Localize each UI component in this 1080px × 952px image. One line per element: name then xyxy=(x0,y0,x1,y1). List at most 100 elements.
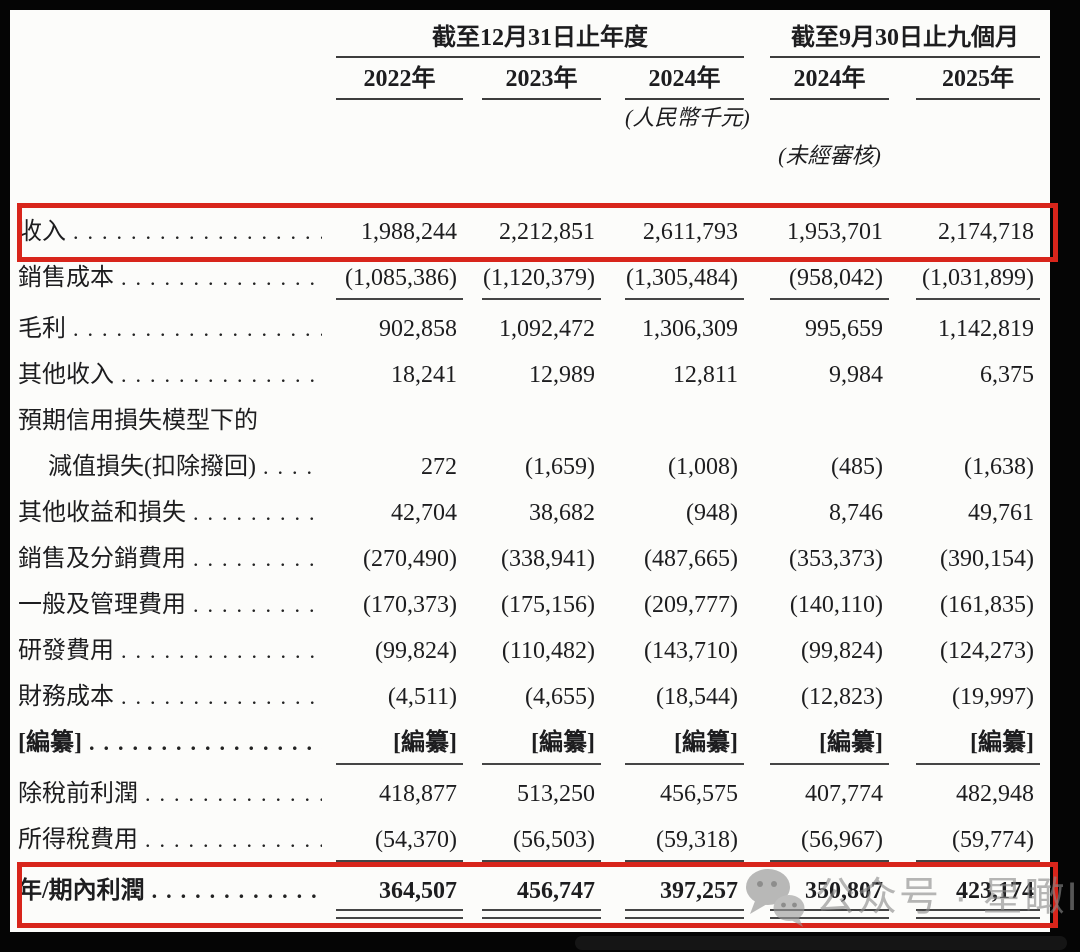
table-row: 其他收益和損失 42,704 38,682 (948) 8,746 49,761 xyxy=(18,490,1050,536)
dot-leader xyxy=(66,306,322,352)
value-cell-2022: 418,877 xyxy=(379,781,457,807)
row-label: 所得稅費用 xyxy=(18,827,138,853)
value-cell-2024: 397,257 xyxy=(601,868,744,919)
dot-leader xyxy=(186,490,322,536)
value-cell-9m-2025: (161,835) xyxy=(940,592,1034,618)
value-cell-2024: (209,777) xyxy=(644,592,738,618)
dot-leader xyxy=(186,582,322,628)
value-cell-2022: (270,490) xyxy=(363,546,457,572)
financial-table: 截至12月31日止年度 截至9月30日止九個月 2022年 2023年 2024… xyxy=(10,10,1058,928)
value-cell-2024: (948) xyxy=(686,500,738,526)
bottom-shadow xyxy=(575,936,1067,950)
value-cell-2022: 42,704 xyxy=(391,500,457,526)
value-cell-2024: (1,008) xyxy=(668,454,738,480)
value-cell-2023: 38,682 xyxy=(529,500,595,526)
value-cell-2022: (1,085,386) xyxy=(336,255,463,301)
table-body: 收入 1,988,244 2,212,851 2,611,793 1,953,7… xyxy=(17,203,1058,928)
value-cell-9m-2024: (99,824) xyxy=(801,638,883,664)
value-cell-9m-2025: 423,174 xyxy=(889,868,1040,919)
value-cell-2023: (338,941) xyxy=(501,546,595,572)
value-cell-9m-2025: 6,375 xyxy=(980,362,1034,388)
value-cell-2024: (18,544) xyxy=(656,684,738,710)
dot-leader xyxy=(114,255,322,301)
dot-leader xyxy=(145,868,322,914)
table-row: 年/期內利潤 364,507 456,747 397,257 350,807 4… xyxy=(17,862,1058,928)
row-label: [編纂] xyxy=(18,730,82,756)
value-cell-2024: (59,318) xyxy=(601,817,744,863)
value-cell-2023: [編纂] xyxy=(463,720,601,766)
value-cell-2022: 1,988,244 xyxy=(361,219,457,245)
value-cell-9m-2025: 2,174,718 xyxy=(938,219,1034,245)
table-header-unaudited-row: (未經審核) xyxy=(18,134,1050,172)
value-cell-2024: 2,611,793 xyxy=(642,219,738,245)
value-cell-9m-2024: 407,774 xyxy=(805,781,883,807)
value-cell-2023: (1,659) xyxy=(525,454,595,480)
dot-leader xyxy=(66,209,322,255)
value-cell-2023: (175,156) xyxy=(501,592,595,618)
table-row: 財務成本 (4,511) (4,655) (18,544) (12,823) (… xyxy=(18,674,1050,720)
value-cell-2022: (170,373) xyxy=(363,592,457,618)
row-label: 減值損失(扣除撥回) xyxy=(48,454,256,480)
table-row: 收入 1,988,244 2,212,851 2,611,793 1,953,7… xyxy=(17,203,1058,262)
row-label: 研發費用 xyxy=(18,638,114,664)
dot-leader xyxy=(82,720,322,766)
value-cell-9m-2024: 350,807 xyxy=(744,868,889,919)
value-cell-9m-2024: (56,967) xyxy=(744,817,889,863)
row-label: 其他收益和損失 xyxy=(18,500,186,526)
value-cell-2022: 18,241 xyxy=(391,362,457,388)
table-header-groups: 截至12月31日止年度 截至9月30日止九個月 xyxy=(18,10,1050,58)
value-cell-2023: 1,092,472 xyxy=(499,316,595,342)
table-row: 研發費用 (99,824) (110,482) (143,710) (99,82… xyxy=(18,628,1050,674)
value-cell-9m-2025: (124,273) xyxy=(940,638,1034,664)
value-cell-9m-2024: (485) xyxy=(831,454,883,480)
value-cell-2023: 2,212,851 xyxy=(499,219,595,245)
dot-leader xyxy=(186,536,322,582)
table-row: 銷售及分銷費用 (270,490) (338,941) (487,665) (3… xyxy=(18,536,1050,582)
table-header-unit-row: (人民幣千元) xyxy=(18,100,1050,134)
year-column-header: 2024年 xyxy=(601,58,744,100)
value-cell-9m-2025: (1,031,899) xyxy=(889,255,1040,301)
value-cell-2022: (4,511) xyxy=(387,684,457,710)
value-cell-9m-2024: 9,984 xyxy=(829,362,883,388)
value-cell-2024 xyxy=(601,398,744,444)
value-cell-2024: 456,575 xyxy=(660,781,738,807)
value-cell-2023: 513,250 xyxy=(517,781,595,807)
column-group-annual: 截至12月31日止年度 xyxy=(336,17,744,58)
value-cell-9m-2024: (140,110) xyxy=(789,592,883,618)
table-row: [編纂] [編纂] [編纂] [編纂] [編纂] [編纂] xyxy=(18,720,1050,766)
row-label: 年/期內利潤 xyxy=(18,878,145,904)
value-cell-9m-2025: 49,761 xyxy=(968,500,1034,526)
column-group-nine-months: 截至9月30日止九個月 xyxy=(744,17,1040,58)
row-label: 銷售及分銷費用 xyxy=(18,546,186,572)
value-cell-2024: (487,665) xyxy=(644,546,738,572)
value-cell-2022: [編纂] xyxy=(336,720,463,766)
value-cell-2022: (54,370) xyxy=(336,817,463,863)
value-cell-9m-2025: 1,142,819 xyxy=(938,316,1034,342)
value-cell-2024: [編纂] xyxy=(601,720,744,766)
table-header-years: 2022年 2023年 2024年 2024年 2025年 xyxy=(18,58,1050,100)
value-cell-9m-2025: [編纂] xyxy=(889,720,1040,766)
value-cell-2023: 456,747 xyxy=(463,868,601,919)
dot-leader xyxy=(114,352,322,398)
value-cell-9m-2024: (353,373) xyxy=(789,546,883,572)
dot-leader xyxy=(138,817,322,863)
value-cell-9m-2025: (19,997) xyxy=(952,684,1034,710)
value-cell-9m-2025: 482,948 xyxy=(956,781,1034,807)
value-cell-9m-2025: (59,774) xyxy=(889,817,1040,863)
value-cell-2022: 902,858 xyxy=(379,316,457,342)
value-cell-9m-2025: (1,638) xyxy=(964,454,1034,480)
value-cell-2023: (1,120,379) xyxy=(463,255,601,301)
table-row: 銷售成本 (1,085,386) (1,120,379) (1,305,484)… xyxy=(18,255,1050,301)
table-row: 其他收入 18,241 12,989 12,811 9,984 6,375 xyxy=(18,352,1050,398)
value-cell-2022: 364,507 xyxy=(336,868,463,919)
value-cell-2023: (4,655) xyxy=(525,684,595,710)
document-page: 截至12月31日止年度 截至9月30日止九個月 2022年 2023年 2024… xyxy=(10,10,1080,932)
value-cell-9m-2024: (958,042) xyxy=(744,255,889,301)
table-row: 除稅前利潤 418,877 513,250 456,575 407,774 48… xyxy=(18,771,1050,817)
value-cell-9m-2025 xyxy=(889,398,1040,444)
table-row: 毛利 902,858 1,092,472 1,306,309 995,659 1… xyxy=(18,306,1050,352)
value-cell-2022 xyxy=(336,398,463,444)
value-cell-2023 xyxy=(463,398,601,444)
value-cell-9m-2024 xyxy=(744,398,889,444)
